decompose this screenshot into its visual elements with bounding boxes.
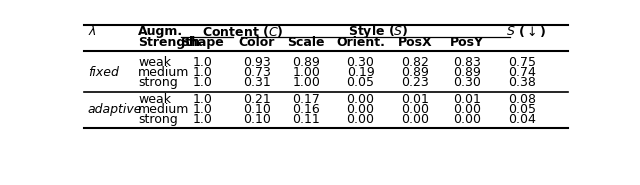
Text: 1.0: 1.0 [193,66,212,79]
Text: 1.0: 1.0 [193,76,212,89]
Text: 0.00: 0.00 [346,93,374,106]
Text: Style ($\mathit{S}$): Style ($\mathit{S}$) [348,23,409,40]
Text: 0.04: 0.04 [508,113,536,126]
Text: 0.01: 0.01 [452,93,481,106]
Text: 0.89: 0.89 [401,66,429,79]
Text: weak: weak [138,93,171,106]
Text: medium: medium [138,66,189,79]
Text: 0.89: 0.89 [292,56,320,69]
Text: 0.00: 0.00 [401,103,429,116]
Text: 0.16: 0.16 [292,103,320,116]
Text: 1.00: 1.00 [292,66,320,79]
Text: 1.0: 1.0 [193,93,212,106]
Text: 1.00: 1.00 [292,76,320,89]
Text: 0.00: 0.00 [401,113,429,126]
Text: 0.75: 0.75 [508,56,536,69]
Text: 0.73: 0.73 [243,66,271,79]
Text: Scale: Scale [287,36,325,50]
Text: Strength: Strength [138,36,200,50]
Text: 0.10: 0.10 [243,103,271,116]
Text: Augm.: Augm. [138,25,183,38]
Text: 0.21: 0.21 [243,93,271,106]
Text: fixed: fixed [88,66,118,79]
Text: $\overline{S}$ ($\downarrow$): $\overline{S}$ ($\downarrow$) [506,23,546,40]
Text: 0.01: 0.01 [401,93,429,106]
Text: Orient.: Orient. [336,36,385,50]
Text: 0.83: 0.83 [452,56,481,69]
Text: 0.38: 0.38 [508,76,536,89]
Text: 0.31: 0.31 [243,76,271,89]
Text: 0.11: 0.11 [292,113,320,126]
Text: PosX: PosX [397,36,432,50]
Text: medium: medium [138,103,189,116]
Text: 1.0: 1.0 [193,113,212,126]
Text: strong: strong [138,113,178,126]
Text: Color: Color [239,36,275,50]
Text: 0.74: 0.74 [508,66,536,79]
Text: 0.19: 0.19 [347,66,374,79]
Text: $\lambda$: $\lambda$ [88,24,97,38]
Text: weak: weak [138,56,171,69]
Text: 0.82: 0.82 [401,56,429,69]
Text: 0.30: 0.30 [452,76,481,89]
Text: Shape: Shape [180,36,225,50]
Text: 0.93: 0.93 [243,56,271,69]
Text: 0.08: 0.08 [508,93,536,106]
Text: Content ($\mathit{C}$): Content ($\mathit{C}$) [202,24,284,39]
Text: 0.17: 0.17 [292,93,320,106]
Text: 1.0: 1.0 [193,103,212,116]
Text: 0.00: 0.00 [452,113,481,126]
Text: 1.0: 1.0 [193,56,212,69]
Text: 0.00: 0.00 [346,113,374,126]
Text: 0.89: 0.89 [452,66,481,79]
Text: PosY: PosY [450,36,484,50]
Text: strong: strong [138,76,178,89]
Text: 0.23: 0.23 [401,76,429,89]
Text: adaptive: adaptive [88,103,142,116]
Text: 0.05: 0.05 [508,103,536,116]
Text: 0.30: 0.30 [347,56,374,69]
Text: 0.00: 0.00 [346,103,374,116]
Text: 0.05: 0.05 [346,76,374,89]
Text: 0.00: 0.00 [452,103,481,116]
Text: 0.10: 0.10 [243,113,271,126]
